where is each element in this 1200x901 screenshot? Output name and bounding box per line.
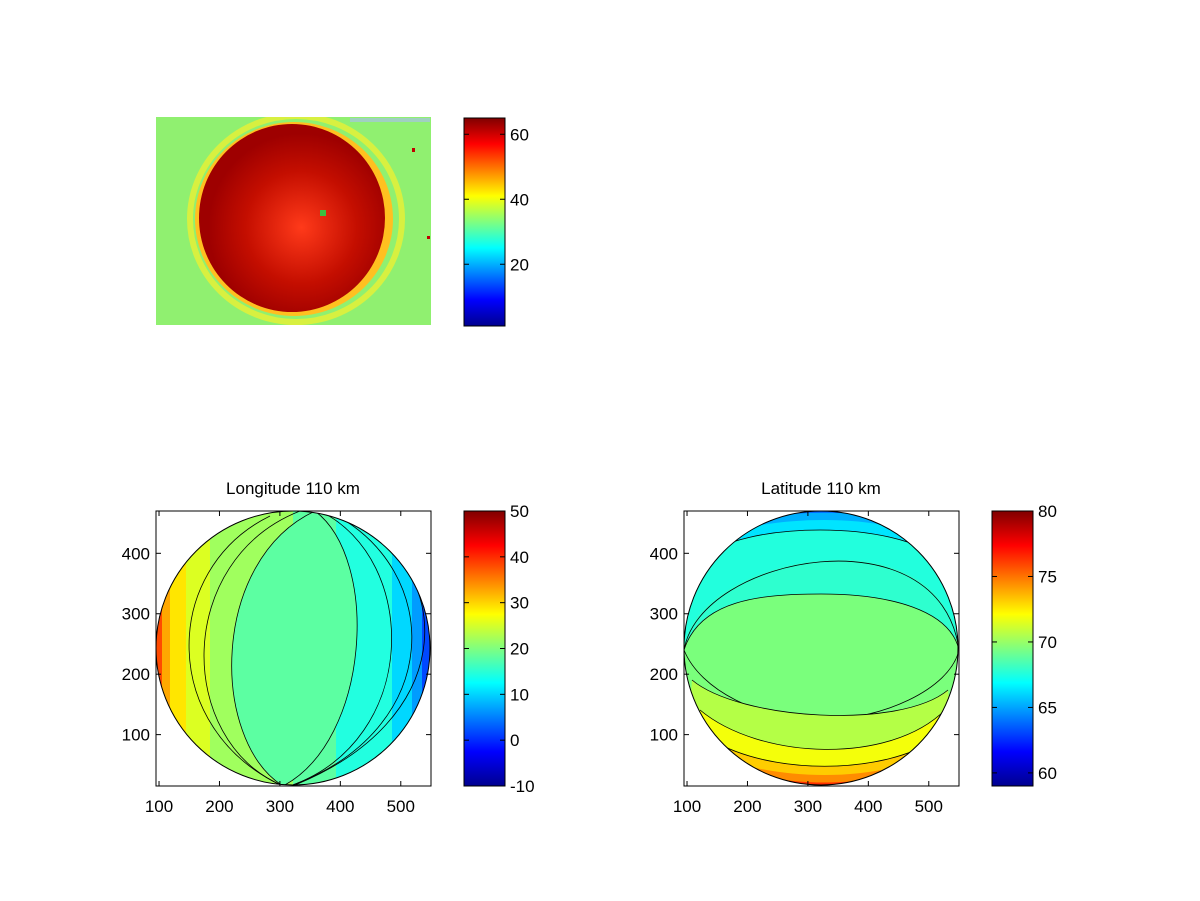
y-tick-label: 200 <box>122 665 150 684</box>
colorbar-tick-label: 80 <box>1038 502 1057 521</box>
image-speck <box>320 210 326 216</box>
lat-contour <box>684 560 958 651</box>
image-heatmap <box>156 117 431 325</box>
x-tick-label: 100 <box>673 797 701 816</box>
colorbar-tick-label: 30 <box>510 594 529 613</box>
longitude-disk-outline <box>155 510 431 786</box>
lon-contour <box>203 511 301 785</box>
x-tick-label: 400 <box>326 797 354 816</box>
lon-contour <box>289 511 392 785</box>
x-tick-label: 200 <box>733 797 761 816</box>
colorbar-2 <box>463 510 506 787</box>
x-tick-label: 100 <box>145 797 173 816</box>
colorbar-tick-label: -10 <box>510 777 535 796</box>
lat-band <box>684 740 958 785</box>
x-tick-label: 500 <box>387 797 415 816</box>
longitude-axis-ticks: 100 200 300 400 500 100 200 300 400 <box>122 511 431 816</box>
image-speck <box>350 118 430 122</box>
x-tick-label: 200 <box>205 797 233 816</box>
panel-image: 20 40 60 <box>156 117 529 327</box>
colorbar-1 <box>463 117 506 327</box>
colorbar-tick-label: 75 <box>1038 567 1057 586</box>
y-tick-label: 400 <box>122 544 150 563</box>
y-tick-label: 200 <box>650 665 678 684</box>
colorbar-tick-label: 65 <box>1038 698 1057 717</box>
colorbar-tick-label: 40 <box>510 190 529 209</box>
colorbar-tick-label: 0 <box>510 731 519 750</box>
y-tick-label: 300 <box>122 605 150 624</box>
colorbar-tick-label: 60 <box>1038 764 1057 783</box>
y-tick-label: 100 <box>650 726 678 745</box>
colorbar-tick-label: 10 <box>510 685 529 704</box>
x-tick-label: 400 <box>854 797 882 816</box>
x-tick-label: 500 <box>915 797 943 816</box>
image-ring-outer <box>187 117 405 325</box>
colorbar-2-ticks: -10 0 10 20 30 40 50 <box>464 502 535 796</box>
latitude-disk-outline <box>683 510 959 786</box>
colorbar-tick-label: 70 <box>1038 633 1057 652</box>
colorbar-3-ticks: 60 65 70 75 80 <box>992 502 1057 783</box>
image-speck <box>427 236 430 239</box>
lon-contour <box>188 515 284 785</box>
colorbar-1-ticks: 20 40 60 <box>464 125 529 274</box>
latitude-title: Latitude 110 km <box>761 479 881 498</box>
lat-contour <box>691 679 949 716</box>
colorbar-tick-label: 50 <box>510 502 529 521</box>
colorbar-tick-label: 60 <box>510 125 529 144</box>
colorbar-tick-label: 20 <box>510 255 529 274</box>
x-tick-label: 300 <box>794 797 822 816</box>
colorbar-3 <box>991 510 1034 787</box>
x-tick-label: 300 <box>266 797 294 816</box>
y-tick-label: 300 <box>650 605 678 624</box>
image-speck <box>412 148 415 152</box>
colorbar-tick-label: 40 <box>510 548 529 567</box>
lon-center-lens <box>231 511 358 785</box>
y-tick-label: 100 <box>122 726 150 745</box>
image-disk <box>199 124 385 312</box>
y-tick-label: 400 <box>650 544 678 563</box>
colorbar-tick-label: 20 <box>510 640 529 659</box>
lon-contour <box>289 511 413 785</box>
panel-latitude: Latitude 110 km 100 200 <box>650 479 1057 816</box>
lat-band <box>684 511 958 645</box>
lat-contour <box>699 709 946 750</box>
latitude-axis-ticks: 100 200 300 400 500 100 200 300 400 <box>650 511 959 816</box>
longitude-title: Longitude 110 km <box>226 479 360 498</box>
